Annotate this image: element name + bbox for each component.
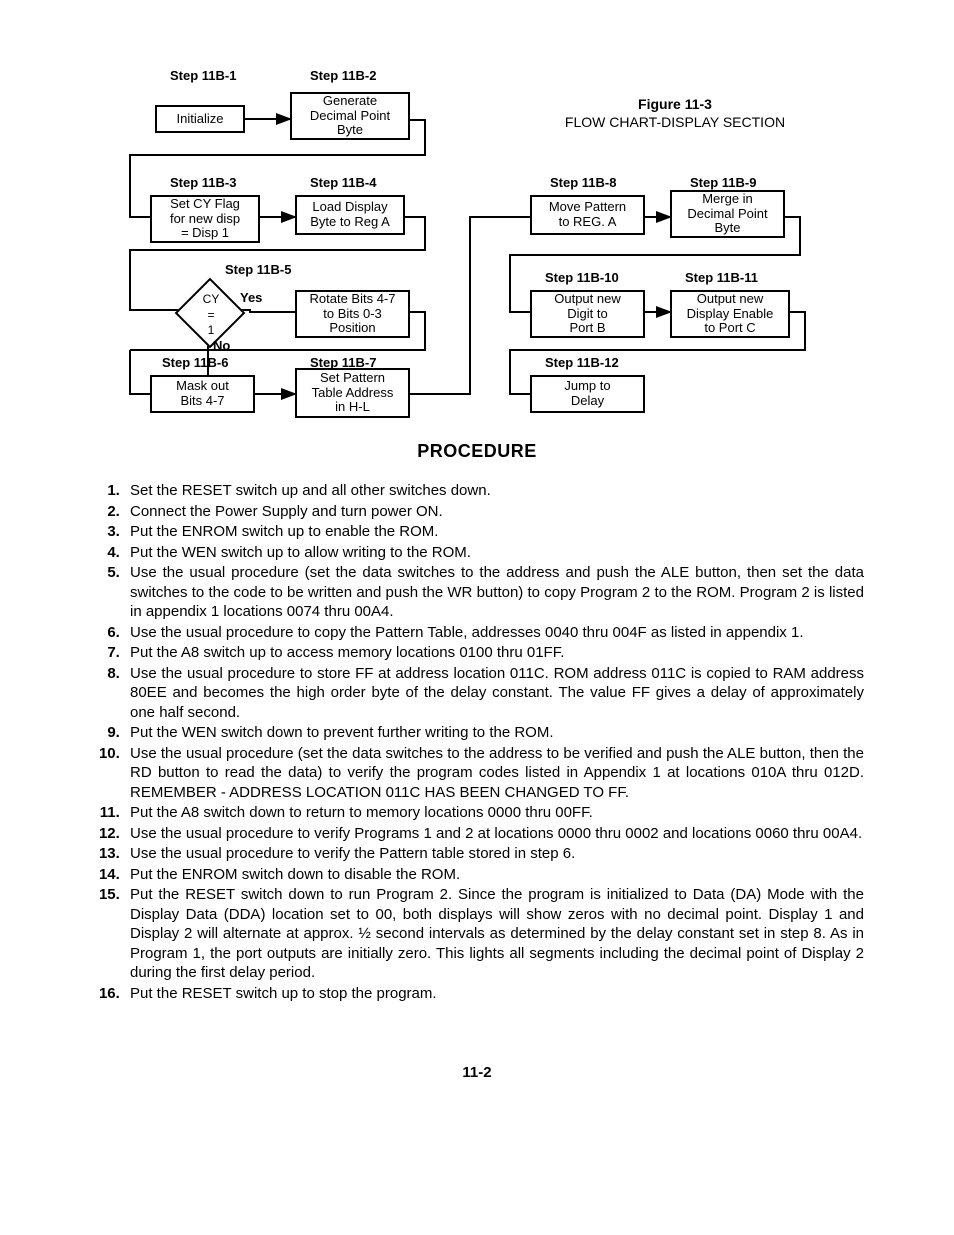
- step-label: Step 11B-10: [545, 270, 619, 287]
- procedure-item: Put the A8 switch up to access memory lo…: [124, 643, 864, 663]
- procedure-item: Set the RESET switch up and all other sw…: [124, 481, 864, 501]
- page-number: 11-2: [90, 1063, 864, 1083]
- procedure-item: Put the ENROM switch up to enable the RO…: [124, 522, 864, 542]
- decision-diamond: [175, 278, 246, 349]
- flow-box-s12: Jump toDelay: [530, 375, 645, 413]
- step-label: Step 11B-11: [685, 270, 758, 287]
- flow-box-s10: Output newDigit toPort B: [530, 290, 645, 338]
- procedure-item: Put the RESET switch up to stop the prog…: [124, 984, 864, 1004]
- flow-box-s5: Rotate Bits 4-7to Bits 0-3Position: [295, 290, 410, 338]
- flow-box-s4: Load DisplayByte to Reg A: [295, 195, 405, 235]
- procedure-item: Put the A8 switch down to return to memo…: [124, 803, 864, 823]
- procedure-item: Put the WEN switch down to prevent furth…: [124, 723, 864, 743]
- step-label: Step 11B-3: [170, 175, 236, 192]
- flowchart: Step 11B-1 Initialize Step 11B-2 GenerateDe…: [90, 40, 864, 420]
- procedure-list: Set the RESET switch up and all other sw…: [90, 481, 864, 1003]
- procedure-item: Use the usual procedure to store FF at a…: [124, 664, 864, 723]
- procedure-item: Put the ENROM switch down to disable the…: [124, 865, 864, 885]
- flow-box-s1: Initialize: [155, 105, 245, 133]
- flow-box-s2: GenerateDecimal PointByte: [290, 92, 410, 140]
- decision-no: No: [213, 338, 230, 355]
- figure-title: Figure 11-3FLOW CHART-DISPLAY SECTION: [550, 95, 800, 131]
- step-label: Step 11B-2: [310, 68, 376, 85]
- step-label: Step 11B-6: [162, 355, 228, 372]
- procedure-item: Put the RESET switch down to run Program…: [124, 885, 864, 983]
- flow-box-s9: Merge inDecimal PointByte: [670, 190, 785, 238]
- procedure-heading: PROCEDURE: [90, 440, 864, 463]
- procedure-item: Use the usual procedure to copy the Patt…: [124, 623, 864, 643]
- flow-box-s6: Mask outBits 4-7: [150, 375, 255, 413]
- flow-box-s7: Set PatternTable Addressin H-L: [295, 368, 410, 418]
- procedure-item: Connect the Power Supply and turn power …: [124, 502, 864, 522]
- procedure-item: Use the usual procedure to verify the Pa…: [124, 844, 864, 864]
- procedure-item: Use the usual procedure to verify Progra…: [124, 824, 864, 844]
- flow-box-s8: Move Patternto REG. A: [530, 195, 645, 235]
- step-label: Step 11B-8: [550, 175, 616, 192]
- step-label: Step 11B-5: [225, 262, 291, 279]
- step-label: Step 11B-4: [310, 175, 376, 192]
- procedure-item: Put the WEN switch up to allow writing t…: [124, 543, 864, 563]
- procedure-item: Use the usual procedure (set the data sw…: [124, 563, 864, 622]
- step-label: Step 11B-1: [170, 68, 236, 85]
- step-label: Step 11B-12: [545, 355, 619, 372]
- flow-box-s11: Output newDisplay Enableto Port C: [670, 290, 790, 338]
- flow-box-s3: Set CY Flagfor new disp= Disp 1: [150, 195, 260, 243]
- procedure-item: Use the usual procedure (set the data sw…: [124, 744, 864, 803]
- decision-yes: Yes: [240, 290, 262, 307]
